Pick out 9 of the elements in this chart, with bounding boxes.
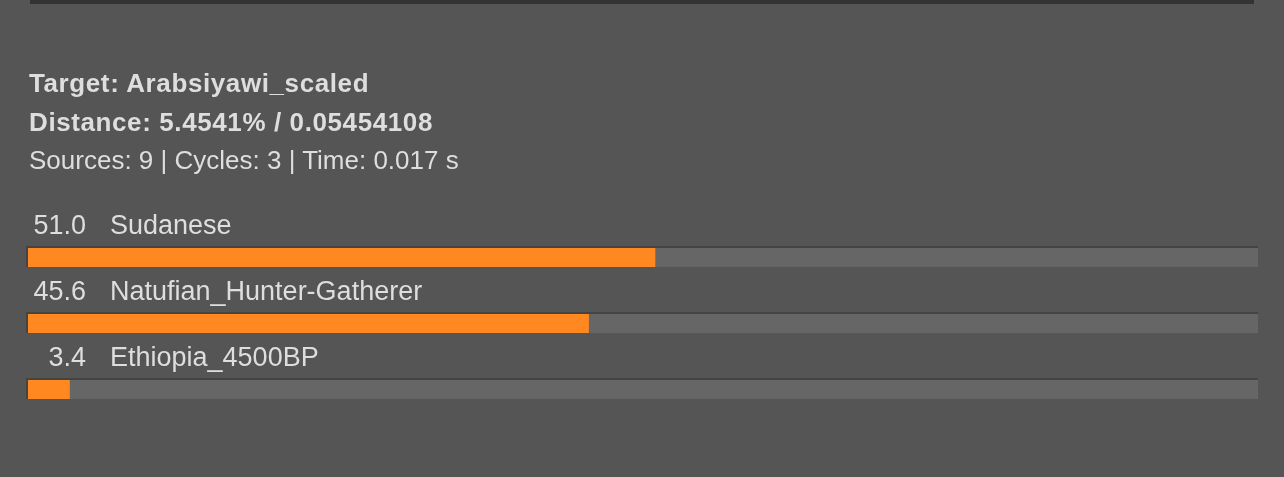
data-label: 51.0 xyxy=(33,210,86,240)
chart-subtitle: Distance: 5.4541% / 0.05454108 xyxy=(29,107,433,137)
source-note: Sources: 9 | Cycles: 3 | Time: 0.017 s xyxy=(29,145,459,175)
data-label: 45.6 xyxy=(33,276,86,306)
y-tick-label: Natufian_Hunter-Gatherer xyxy=(110,276,423,306)
data-label: 3.4 xyxy=(48,342,86,372)
chart-title: Target: Arabsiyawi_scaled xyxy=(29,68,370,98)
y-tick-label: Sudanese xyxy=(110,210,232,240)
y-tick-label: Ethiopia_4500BP xyxy=(110,342,319,372)
